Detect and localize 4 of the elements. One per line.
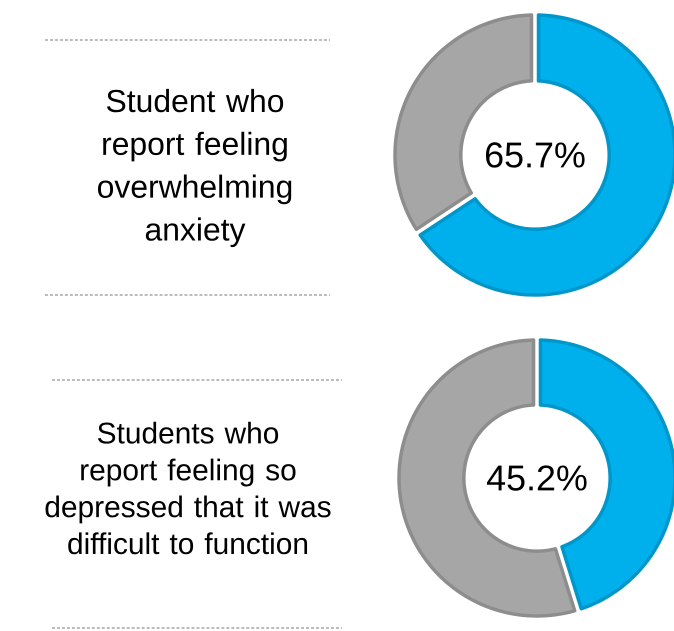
text: 65.7% — [486, 142, 585, 168]
text: 45.2% — [486, 465, 587, 491]
text: Students who report feeling so depressed that it was difficult to function — [46, 422, 331, 554]
text: Student who report feeling overwhelming anxiety — [98, 88, 292, 248]
